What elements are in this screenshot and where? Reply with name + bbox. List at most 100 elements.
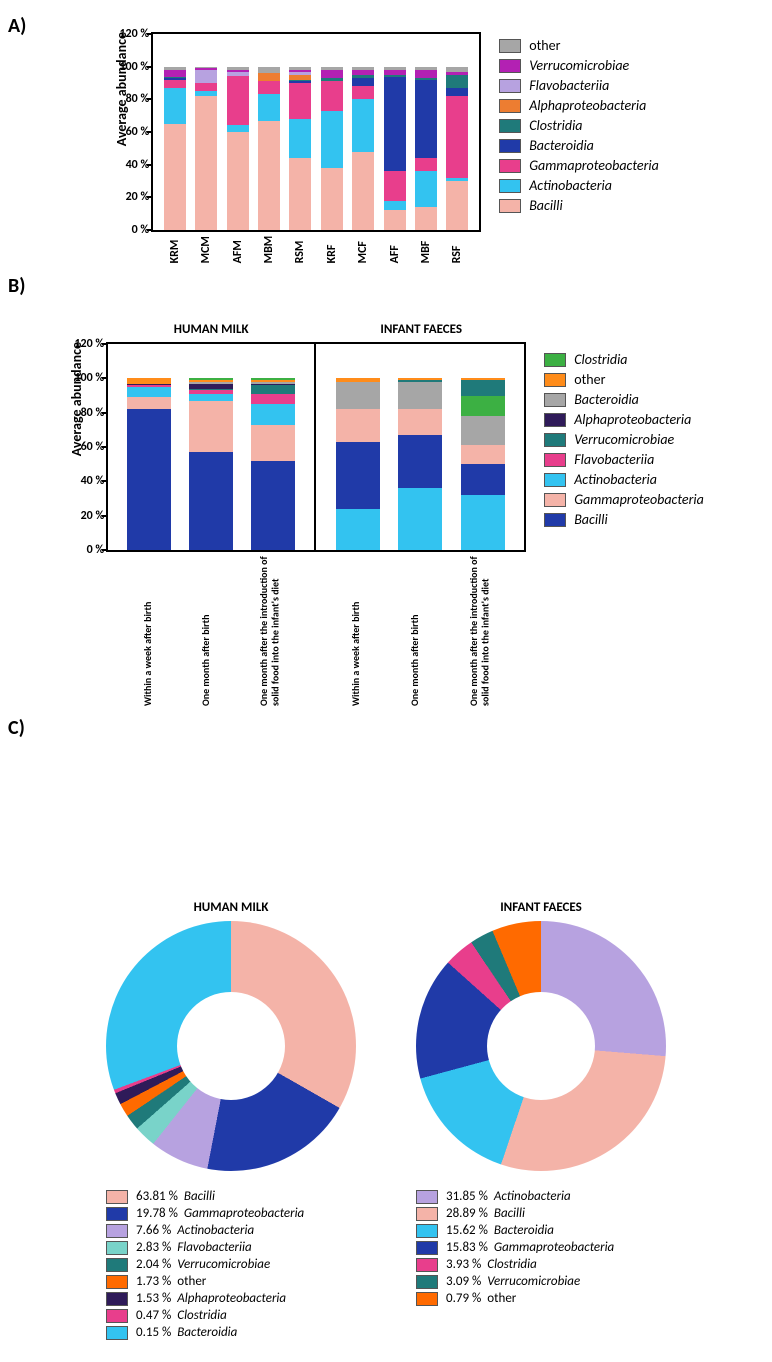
page: A) Average abundance 0 %20 %40 %60 %80 %…	[0, 0, 772, 1362]
legend-entry: Alphaproteobacteria	[499, 97, 659, 114]
legend-label: Flavobacteriia	[177, 1240, 251, 1255]
panel-a-plot: 0 %20 %40 %60 %80 %100 %120 % KRMMCMAFMM…	[151, 32, 481, 232]
ytick: 120 %	[119, 27, 149, 41]
swatch-icon	[544, 373, 566, 387]
seg-Actinobacteria	[289, 119, 311, 158]
seg-Verrucomicrobiae_teal	[251, 385, 295, 394]
legend-label: Bacteroidia	[494, 1223, 554, 1238]
legend-label: Bacilli	[574, 511, 608, 528]
bar-MBF	[415, 67, 437, 230]
legend-label: Flavobacteriia	[529, 77, 609, 94]
panel-c-label: C)	[0, 712, 772, 740]
legend-label: Verrucomicrobiae	[529, 57, 629, 74]
swatch-icon	[106, 1309, 128, 1323]
legend-c-right: 31.85 %Actinobacteria28.89 %Bacilli15.62…	[416, 1187, 666, 1342]
legend-label: Gammaproteobacteria	[574, 491, 704, 508]
legend-entry: 3.93 %Clostridia	[416, 1257, 666, 1272]
seg-Flavobacteriia_pink	[251, 394, 295, 404]
seg-Gammaproteobacteria	[227, 76, 249, 125]
legend-label: other	[529, 37, 560, 54]
barset	[108, 344, 314, 550]
seg-Actinobacteria_cyan	[461, 495, 505, 550]
bar-2	[461, 378, 505, 550]
legend-entry: Bacteroidia	[544, 391, 704, 408]
legend-label: Clostridia	[487, 1257, 537, 1272]
seg-Gammaproteobacteria	[446, 96, 468, 178]
legend-entry: Gammaproteobacteria	[499, 157, 659, 174]
swatch-icon	[499, 159, 521, 173]
donut-hole	[177, 992, 285, 1100]
legend-label: Bacilli	[529, 197, 563, 214]
panel-b-plots: HUMAN MILK0 %20 %40 %60 %80 %100 %120 %W…	[106, 342, 526, 552]
legend-entry: 31.85 %Actinobacteria	[416, 1189, 666, 1204]
seg-Gammaproteobacteria_pink	[127, 397, 171, 409]
legend-pct: 3.09 %	[446, 1274, 481, 1289]
legend-label: Verrucomicrobiae	[487, 1274, 580, 1289]
legend-entry: Actinobacteria	[499, 177, 659, 194]
subplot-title: HUMAN MILK	[106, 322, 316, 337]
legend-entry: 2.04 %Verrucomicrobiae	[106, 1257, 356, 1272]
donut-left-title: HUMAN MILK	[106, 900, 356, 915]
panel-a-xcats: KRMMCMAFMMBMRSMKRFMCFAFFMBFRSF	[153, 236, 479, 268]
seg-Actinobacteria_cyan	[127, 387, 171, 397]
swatch-icon	[499, 139, 521, 153]
ytick: 80 %	[126, 92, 150, 106]
seg-Verrucomicrobiae	[321, 70, 343, 78]
seg-Bacteroidia	[352, 78, 374, 86]
seg-Bacilli_blue	[127, 409, 171, 550]
legend-label: Actinobacteria	[574, 471, 657, 488]
xcat-RSF: RSF	[450, 236, 464, 268]
seg-Actinobacteria_cyan	[251, 404, 295, 425]
legend-label: Flavobacteriia	[574, 451, 654, 468]
seg-Bacilli_blue	[461, 464, 505, 495]
bar-KRF	[321, 67, 343, 230]
swatch-icon	[106, 1275, 128, 1289]
swatch-icon	[499, 39, 521, 53]
seg-Gammaproteobacteria	[321, 81, 343, 110]
bar-0	[336, 378, 380, 550]
bar-MCF	[352, 67, 374, 230]
legend-entry: 2.83 %Flavobacteriia	[106, 1240, 356, 1255]
donut-right-title: INFANT FAECES	[416, 900, 666, 915]
legend-entry: 1.53 %Alphaproteobacteria	[106, 1291, 356, 1306]
seg-Gammaproteobacteria	[384, 171, 406, 200]
seg-Bacteroidia_grey	[336, 382, 380, 409]
swatch-icon	[544, 393, 566, 407]
legend-entry: 0.47 %Clostridia	[106, 1308, 356, 1323]
swatch-icon	[499, 119, 521, 133]
swatch-icon	[416, 1224, 438, 1238]
seg-Bacilli	[289, 158, 311, 230]
xcat-MCF: MCF	[356, 236, 370, 268]
seg-Bacilli_blue	[398, 435, 442, 488]
ytick: 80 %	[81, 406, 105, 420]
xcat: One month after the introduction of soli…	[258, 556, 281, 710]
legend-pct: 15.83 %	[446, 1240, 488, 1255]
xcat-MBM: MBM	[262, 236, 276, 268]
legend-entry: 3.09 % Verrucomicrobiae	[416, 1274, 666, 1289]
legend-pct: 1.53 %	[136, 1291, 171, 1306]
ytick: 60 %	[81, 440, 105, 454]
seg-Actinobacteria_cyan	[189, 394, 233, 401]
legend-pct: 1.73 %	[136, 1274, 171, 1289]
legend-entry: Flavobacteriia	[499, 77, 659, 94]
seg-Bacilli	[164, 124, 186, 230]
seg-Gammaproteobacteria_pink	[251, 425, 295, 461]
swatch-icon	[106, 1241, 128, 1255]
legend-entry: 19.78 %Gammaproteobacteria	[106, 1206, 356, 1221]
swatch-icon	[106, 1326, 128, 1340]
swatch-icon	[544, 353, 566, 367]
panel-c: HUMAN MILK INFANT FAECES 63.81 %Bacilli1…	[0, 900, 772, 1342]
seg-Bacteroidia	[384, 77, 406, 172]
seg-Gammaproteobacteria	[352, 86, 374, 99]
legend-label: Bacteroidia	[529, 137, 594, 154]
legend-label: Gammaproteobacteria	[494, 1240, 614, 1255]
seg-Bacilli	[258, 121, 280, 230]
swatch-icon	[544, 473, 566, 487]
legend-entry: Verrucomicrobiae	[499, 57, 659, 74]
swatch-icon	[544, 513, 566, 527]
swatch-icon	[416, 1190, 438, 1204]
legend-pct: 28.89 %	[446, 1206, 488, 1221]
subplot-1: INFANT FAECESWithin a week after birthOn…	[316, 342, 526, 552]
xcat: One month after the introduction of soli…	[468, 556, 491, 710]
xcat-RSM: RSM	[293, 236, 307, 268]
